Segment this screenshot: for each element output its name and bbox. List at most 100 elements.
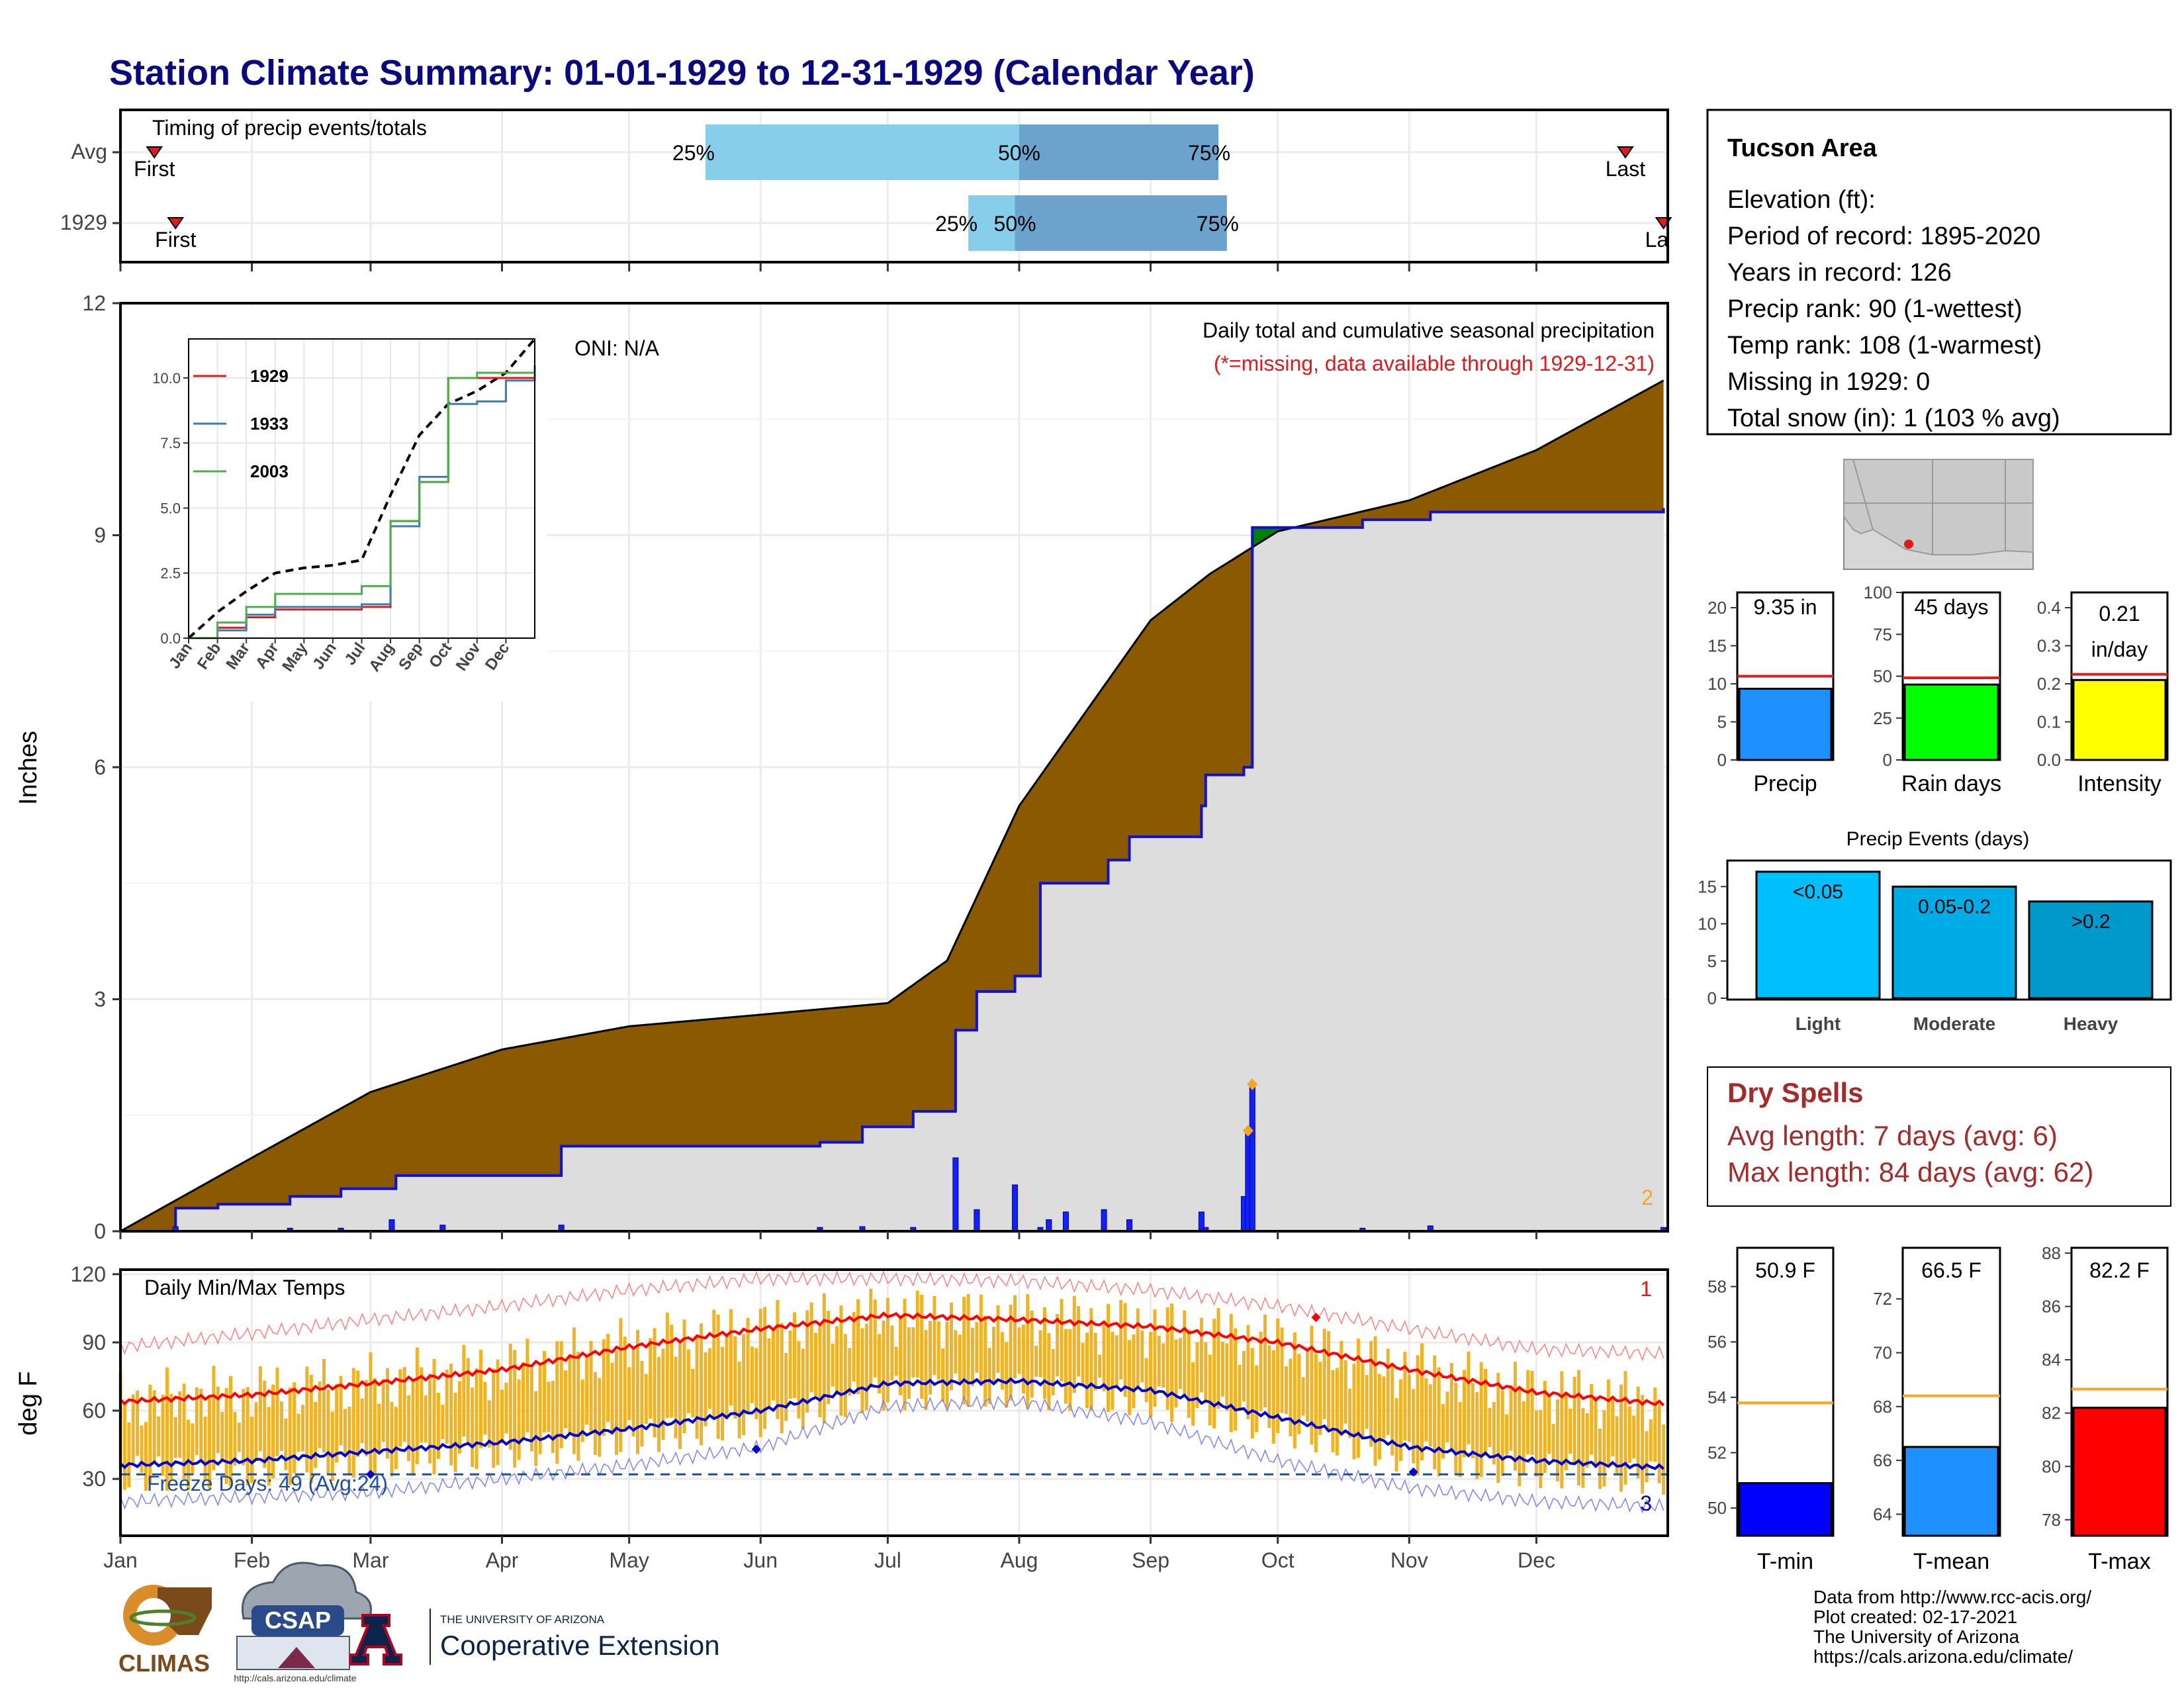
daily-temp-range-bar [1119, 1299, 1123, 1380]
month-axis: Jan Feb Mar Apr May Jun Jul Aug Sep Oct Nov Dec [103, 1536, 1555, 1572]
record-low-marker [751, 1444, 761, 1454]
daily-temp-range-bar [737, 1361, 741, 1438]
daily-temp-range-bar [1191, 1362, 1195, 1426]
temp-bar-tick-label: 58 [1707, 1277, 1727, 1297]
inset-y-tick-label: 7.5 [160, 435, 181, 451]
summary-bar-value-text: 0.21 [2099, 602, 2140, 626]
daily-temp-range-bar [1225, 1343, 1229, 1411]
freeze-days-label: Freeze Days: 49 (Avg:24) [147, 1472, 388, 1495]
daily-temp-range-bar [610, 1362, 614, 1435]
daily-temp-range-bar [1017, 1327, 1021, 1374]
daily-temp-range-bar [649, 1338, 653, 1419]
daily-temp-range-bar [958, 1335, 962, 1383]
daily-temp-range-bar [1060, 1299, 1064, 1382]
daily-temp-range-bar [1178, 1338, 1182, 1389]
daily-temp-range-bar [453, 1392, 457, 1472]
daily-precip-bar [388, 1219, 395, 1232]
station-info-box: Tucson Area Elevation (ft): Period of re… [1706, 109, 2172, 436]
daily-temp-range-bar [1208, 1354, 1212, 1426]
temp-bar-tick-label: 56 [1707, 1332, 1727, 1352]
daily-temp-range-bar [695, 1336, 699, 1439]
events-tick-label: 5 [1707, 951, 1717, 971]
daily-temp-range-bar [330, 1411, 334, 1481]
daily-temp-range-bar [157, 1416, 161, 1457]
daily-temp-range-bar [1005, 1342, 1009, 1408]
summary-bar-value [1903, 683, 1999, 761]
inset-line-2003 [189, 371, 535, 639]
daily-temp-range-bar [500, 1389, 504, 1443]
temp-daily-range-bars [118, 1288, 1666, 1495]
first-event-label: First [134, 157, 175, 181]
daily-temp-range-bar [373, 1378, 377, 1474]
daily-temp-range-bar [1331, 1370, 1335, 1452]
precip-y-tick-label: 0 [94, 1219, 106, 1243]
summary-bars-precip: 0 5 10 15 20 9.35 in Precip 0 25 50 75 100 45 days Ra… [1707, 583, 2169, 796]
temp-bar-tick-label: 64 [1873, 1504, 1892, 1524]
daily-temp-range-bar [522, 1362, 525, 1438]
precip-y-axis: 0 3 6 9 12 [82, 291, 1537, 1243]
events-bar-label: Light [1796, 1013, 1841, 1034]
daily-temp-range-bar [492, 1368, 496, 1468]
temp-panel-title: Daily Min/Max Temps [144, 1276, 345, 1299]
avg-min-line [119, 1377, 1664, 1471]
daily-temp-range-bar [543, 1350, 547, 1433]
temp-panel: 30 60 90 120 Jan Feb Mar Apr May Jun Jul Aug Sep Oct… [15, 1262, 1669, 1572]
daily-temp-range-bar [191, 1423, 195, 1475]
daily-temp-range-bar [864, 1323, 868, 1411]
dry-spells-title: Dry Spells [1727, 1077, 1863, 1108]
daily-temp-range-bar [704, 1352, 707, 1427]
daily-temp-range-bar [661, 1348, 665, 1440]
events-bars: 0 5 10 15 <0.05 Light 0.05-0.2 Moderate >0.2 Heav… [1698, 870, 2154, 1034]
first-event-label: First [155, 228, 196, 252]
daily-temp-range-bar [822, 1293, 826, 1424]
daily-temp-range-bar [144, 1422, 148, 1491]
daily-temp-range-bar [475, 1368, 478, 1470]
daily-temp-range-bar [1310, 1325, 1314, 1445]
daily-temp-range-bar [551, 1380, 555, 1453]
daily-temp-range-bar [1394, 1398, 1398, 1472]
daily-temp-range-bar [882, 1320, 886, 1411]
daily-temp-range-bar [1098, 1354, 1102, 1378]
daily-temp-range-bar [1534, 1410, 1538, 1477]
events-bar-label: Moderate [1913, 1013, 1995, 1034]
daily-temp-range-bar [1471, 1383, 1475, 1458]
credit-university: The University of Arizona [1813, 1626, 2020, 1647]
daily-temp-range-bar [933, 1296, 936, 1376]
daily-temp-range-bar [644, 1374, 648, 1424]
daily-temp-range-bar [394, 1407, 398, 1470]
daily-temp-range-bar [1560, 1371, 1564, 1489]
daily-temp-range-bar [1165, 1307, 1169, 1410]
daily-temp-range-bar [1479, 1362, 1483, 1477]
daily-temp-range-bar [1662, 1424, 1666, 1495]
timing-row-avg-label: Avg [71, 140, 107, 164]
daily-temp-range-bar [525, 1338, 529, 1432]
daily-temp-range-bar [555, 1341, 559, 1464]
daily-temp-range-bar [449, 1363, 453, 1466]
precip-cumulative-areas [120, 379, 1665, 1233]
daily-temp-range-bar [894, 1346, 898, 1376]
month-label: Nov [1390, 1548, 1428, 1572]
temp-bar-value [2072, 1407, 2167, 1537]
dry-spells-avg: Avg length: 7 days (avg: 6) [1727, 1120, 2058, 1151]
events-bar [2028, 900, 2154, 1000]
daily-temp-range-bar [377, 1403, 381, 1452]
temp-bar-tick-label: 84 [2042, 1350, 2061, 1370]
summary-bar-tick-label: 0.4 [2037, 598, 2061, 618]
daily-temp-range-bar [1149, 1332, 1153, 1418]
daily-temp-range-bar [466, 1358, 470, 1446]
daily-temp-range-bar [178, 1391, 182, 1458]
temp-y-axis: 30 60 90 120 [71, 1262, 120, 1491]
daily-temp-range-bar [848, 1348, 852, 1396]
daily-temp-range-bar [508, 1343, 512, 1450]
summary-bars-temperature: 50 52 54 56 58 50.9 F T-min 64 66 68 70 72 66.5 F T-m… [1707, 1243, 2169, 1574]
daily-temp-range-bar [233, 1411, 237, 1466]
summary-bar-label: Intensity [2077, 771, 2161, 796]
month-label: Feb [234, 1548, 270, 1572]
inset-legend: 1929 1933 2003 [193, 366, 289, 481]
daily-temp-range-bar [1636, 1386, 1640, 1479]
inset-y-tick-label: 2.5 [160, 565, 181, 582]
daily-temp-range-bar [1276, 1318, 1280, 1434]
summary-bar-tick-label: 0.0 [2037, 750, 2061, 770]
daily-temp-range-bar [1352, 1364, 1356, 1460]
oni-label: ONI: N/A [574, 336, 660, 360]
